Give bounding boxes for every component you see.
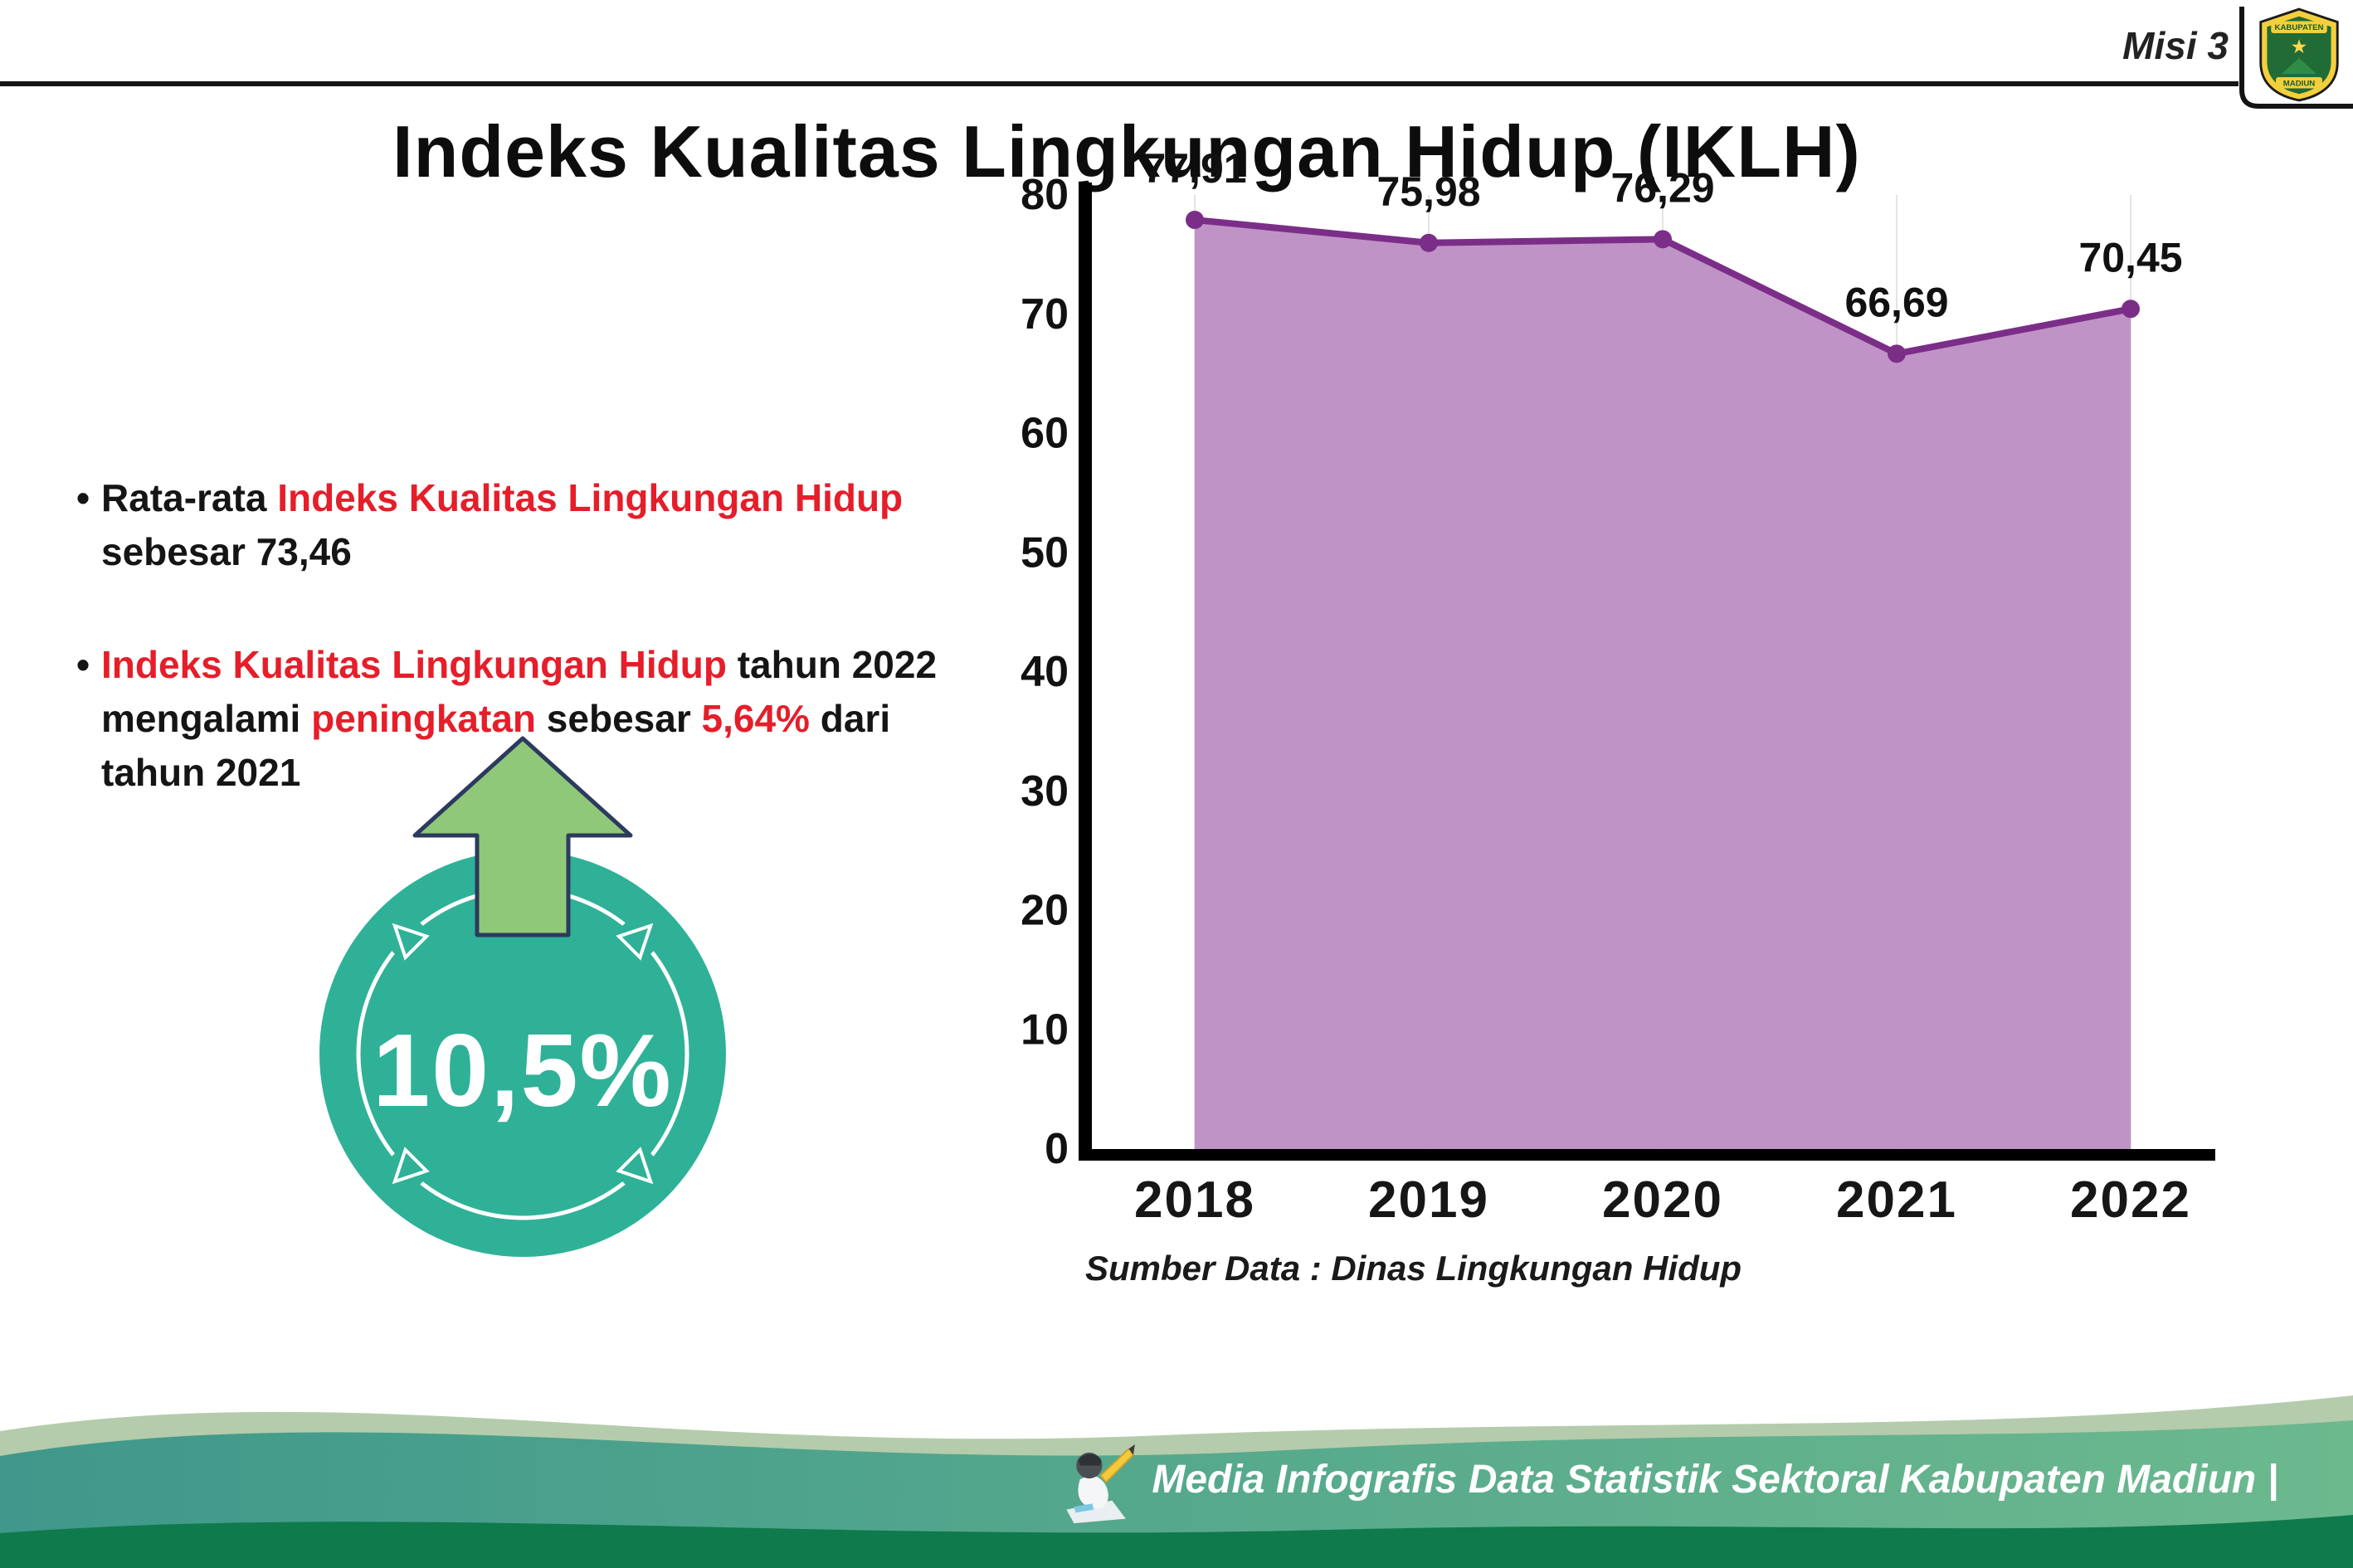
data-point bbox=[1888, 344, 1906, 363]
data-point bbox=[2122, 299, 2140, 319]
value-label: 76,29 bbox=[1610, 164, 1714, 211]
y-tick-label: 80 bbox=[1021, 171, 1069, 219]
seal-banner-top-text: KABUPATEN bbox=[2275, 23, 2324, 32]
y-tick-label: 10 bbox=[1021, 1006, 1069, 1054]
seal-shield-inner bbox=[2267, 16, 2331, 95]
bullet-line: tahun 2021 bbox=[101, 746, 989, 800]
y-tick-label: 60 bbox=[1021, 410, 1069, 458]
y-tick-label: 40 bbox=[1021, 648, 1069, 696]
page-title: Indeks Kualitas Lingkungan Hidup (IKLH) bbox=[392, 110, 1861, 192]
writer-mascot-icon bbox=[1066, 1444, 1136, 1524]
seal-banner-bottom bbox=[2276, 76, 2322, 89]
bullet-marker: • bbox=[76, 476, 90, 519]
star-icon: ★ bbox=[2291, 36, 2308, 57]
bullet-average-iklh: • Rata-rata Indeks Kualitas Lingkungan H… bbox=[76, 471, 989, 580]
bullet-line: mengalami peningkatan sebesar 5,64% dari bbox=[101, 692, 989, 746]
y-axis bbox=[1079, 183, 1092, 1161]
bullet-line: Rata-rata Indeks Kualitas Lingkungan Hid… bbox=[101, 471, 989, 525]
seal-mountain bbox=[2281, 57, 2317, 75]
misi-label: Misi 3 bbox=[2122, 24, 2229, 67]
text-segment-highlight: 5,64% bbox=[701, 696, 810, 740]
x-axis bbox=[1079, 1149, 2215, 1161]
text-segment: sebesar 73,46 bbox=[101, 530, 352, 574]
seal-banner-bottom-text: MADIUN bbox=[2283, 80, 2316, 89]
chart-canvas: Sumber Data : Dinas Lingkungan Hidup 77,… bbox=[1021, 145, 2215, 1288]
footer-waves bbox=[0, 1395, 2353, 1568]
increase-badge: 10,5% bbox=[319, 736, 726, 1257]
kabupaten-madiun-seal: KABUPATEN ★ MADIUN bbox=[2259, 7, 2339, 102]
text-segment: sebesar bbox=[536, 696, 702, 740]
y-tick-label: 50 bbox=[1021, 528, 1069, 577]
seal-banner-top bbox=[2271, 21, 2327, 33]
text-segment: tahun 2022 bbox=[726, 642, 938, 686]
text-segment: Rata-rata bbox=[101, 476, 278, 519]
text-segment: tahun 2021 bbox=[101, 751, 301, 795]
y-tick-label: 70 bbox=[1021, 290, 1069, 338]
value-label: 70,45 bbox=[2078, 234, 2182, 280]
iklh-area-chart: Sumber Data : Dinas Lingkungan Hidup 77,… bbox=[1021, 145, 2232, 1307]
bullet-list: • Rata-rata Indeks Kualitas Lingkungan H… bbox=[76, 471, 989, 801]
footer-brand: Media Infografis Data Statistik Sektoral… bbox=[1059, 1434, 2278, 1525]
value-label: 75,98 bbox=[1376, 168, 1480, 215]
data-point bbox=[1654, 230, 1672, 249]
chart-source: Sumber Data : Dinas Lingkungan Hidup bbox=[1085, 1249, 1742, 1288]
value-label: 77,91 bbox=[1142, 145, 1246, 192]
x-tick-label: 2019 bbox=[1368, 1171, 1489, 1229]
text-segment-highlight: Indeks Kualitas Lingkungan Hidup bbox=[277, 476, 904, 519]
text-segment-highlight: Indeks Kualitas Lingkungan Hidup bbox=[101, 642, 727, 686]
y-tick-label: 30 bbox=[1021, 767, 1069, 816]
text-segment: dari bbox=[809, 696, 891, 740]
x-tick-label: 2018 bbox=[1134, 1171, 1255, 1229]
bullet-increase-2022: • Indeks Kualitas Lingkungan Hidup tahun… bbox=[76, 638, 989, 801]
x-tick-label: 2021 bbox=[1836, 1171, 1957, 1229]
footer-wave-dark bbox=[0, 1515, 2353, 1568]
x-tick-label: 2022 bbox=[2070, 1171, 2191, 1229]
area-fill bbox=[1195, 220, 2131, 1150]
bullet-line: sebesar 73,46 bbox=[101, 525, 989, 579]
badge-circle bbox=[319, 850, 726, 1257]
bullet-marker: • bbox=[76, 642, 90, 686]
value-label: 66,69 bbox=[1844, 279, 1948, 325]
logo-corner-bracket bbox=[2239, 7, 2353, 109]
header-rule bbox=[0, 81, 2239, 86]
footer-text: Media Infografis Data Statistik Sektoral… bbox=[1152, 1457, 2278, 1502]
badge-value: 10,5% bbox=[373, 1014, 673, 1128]
y-tick-label: 0 bbox=[1045, 1125, 1069, 1173]
bullet-line: Indeks Kualitas Lingkungan Hidup tahun 2… bbox=[101, 638, 989, 692]
data-point bbox=[1186, 211, 1204, 230]
y-tick-label: 20 bbox=[1021, 887, 1069, 935]
text-segment: mengalami bbox=[101, 696, 312, 740]
up-arrow-icon bbox=[412, 736, 633, 937]
x-tick-label: 2020 bbox=[1602, 1171, 1723, 1229]
text-segment-highlight: peningkatan bbox=[311, 696, 537, 740]
data-point bbox=[1420, 233, 1438, 252]
